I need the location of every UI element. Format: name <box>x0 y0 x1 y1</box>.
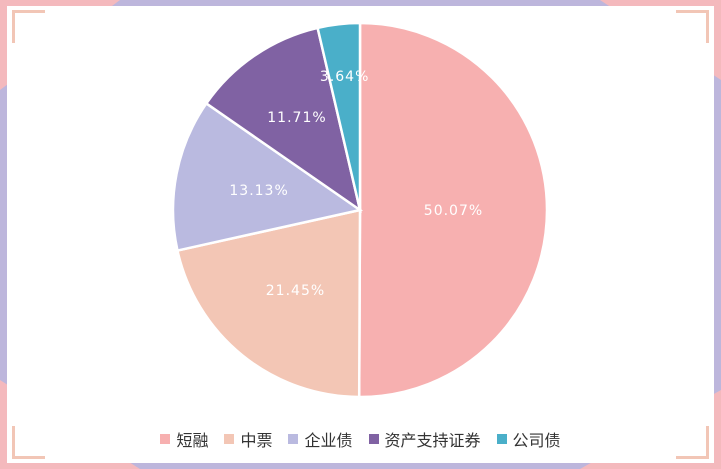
legend-item[interactable]: 资产支持证券 <box>368 427 481 451</box>
corner-ornament <box>676 10 709 43</box>
legend-swatch <box>288 434 299 444</box>
pie-slice-5 <box>316 21 362 211</box>
legend-label: 中票 <box>240 431 273 450</box>
legend-swatch <box>368 434 379 444</box>
pie-slice-3 <box>171 101 364 253</box>
legend-item[interactable]: 企业债 <box>288 427 353 451</box>
legend-item[interactable]: 中票 <box>224 427 272 451</box>
legend-item[interactable]: 短融 <box>160 427 208 451</box>
legend-label: 公司债 <box>512 431 561 450</box>
pie-slice-4 <box>204 26 362 213</box>
slice-label-5: 3.64% <box>320 69 369 85</box>
legend-label: 短融 <box>176 431 209 450</box>
pie-slice-1 <box>357 21 549 399</box>
chart-legend: 短融 中票 企业债 资产支持证券 公司债 <box>0 427 721 451</box>
legend-item[interactable]: 公司债 <box>496 427 561 451</box>
legend-swatch <box>496 434 507 444</box>
legend-label: 企业债 <box>304 431 353 450</box>
corner-ornament <box>12 10 45 43</box>
corner-ornament <box>676 426 709 459</box>
slice-label-2: 21.45% <box>266 283 325 299</box>
legend-label: 资产支持证券 <box>384 431 481 450</box>
slice-label-1: 50.07% <box>424 203 483 219</box>
slice-label-3: 13.13% <box>229 183 288 199</box>
corner-ornament <box>12 426 45 459</box>
pie-slice-2 <box>175 208 362 399</box>
legend-swatch <box>224 434 235 444</box>
legend-swatch <box>160 434 171 444</box>
slice-label-4: 11.71% <box>267 110 326 126</box>
